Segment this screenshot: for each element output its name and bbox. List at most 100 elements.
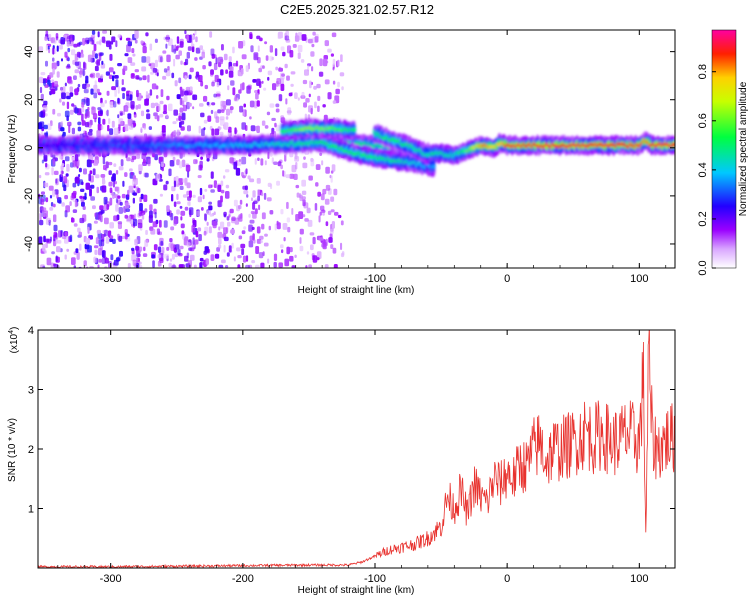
heatmap-cell [101, 258, 106, 264]
heatmap-cell [205, 258, 209, 265]
heatmap-cell [165, 34, 170, 42]
heatmap-cell [153, 198, 158, 204]
heatmap-cell [170, 226, 175, 231]
heatmap-cell [174, 201, 177, 208]
heatmap-cell [52, 267, 55, 268]
heatmap-cell [138, 77, 143, 81]
heatmap-cell [240, 83, 245, 91]
heatmap-cell [324, 264, 329, 268]
heatmap-cell [325, 221, 329, 227]
heatmap-cell [51, 251, 55, 255]
heatmap-cell [310, 157, 314, 162]
heatmap-cell [178, 161, 183, 169]
heatmap-cell [160, 161, 164, 168]
heatmap-cell [312, 255, 318, 263]
heatmap-cell [194, 239, 199, 245]
heatmap-cell [43, 124, 48, 130]
heatmap-cell [240, 243, 246, 249]
heatmap-cell [297, 44, 303, 53]
heatmap-cell [302, 214, 306, 218]
heatmap-cell [232, 87, 236, 96]
heatmap-cell [178, 50, 182, 56]
heatmap-cell [124, 172, 128, 177]
heatmap-cell [101, 36, 106, 43]
heatmap-cell [163, 184, 168, 191]
colorbar: 0.0 0.2 0.4 0.6 0.8 Normalized spectral ampl… [697, 29, 749, 276]
heatmap-cell [66, 163, 70, 172]
heatmap-cell [147, 74, 150, 83]
heatmap-cell [102, 118, 106, 125]
heatmap-cell [115, 198, 118, 204]
heatmap-cell [128, 185, 134, 193]
heatmap-cell [252, 190, 256, 198]
heatmap-cell [74, 61, 80, 66]
heatmap-cell [71, 127, 75, 135]
heatmap-cell [253, 100, 258, 109]
heatmap-cell [176, 118, 179, 122]
heatmap-cell [61, 163, 65, 167]
heatmap-cell [112, 192, 115, 199]
heatmap-cell [67, 47, 71, 53]
heatmap-cell [141, 66, 147, 72]
heatmap-cell [56, 45, 59, 52]
heatmap-cell [276, 180, 280, 186]
heatmap-cell [79, 179, 83, 185]
heatmap-cell [144, 267, 147, 268]
heatmap-cell [100, 215, 103, 223]
heatmap-cell [151, 254, 155, 259]
heatmap-cell [204, 246, 209, 253]
heatmap-cell [195, 36, 198, 43]
heatmap-cell [52, 47, 55, 55]
heatmap-cell [201, 51, 205, 59]
heatmap-cell [137, 222, 143, 229]
heatmap-cell [223, 245, 226, 253]
heatmap-cell [302, 162, 308, 169]
heatmap-cell [318, 237, 324, 241]
heatmap-cell [337, 81, 340, 88]
heatmap-cell [85, 182, 90, 190]
heatmap-cell [270, 183, 273, 190]
heatmap-cell [45, 60, 48, 67]
heatmap-cell [142, 42, 147, 47]
heatmap-cell [86, 266, 89, 268]
heatmap-cell [137, 253, 141, 258]
x-tick-label: 100 [630, 573, 648, 585]
heatmap-cell [199, 164, 203, 171]
heatmap-cell [183, 95, 188, 102]
heatmap-cell [311, 66, 314, 72]
heatmap-cell [168, 103, 173, 112]
heatmap-cell [212, 220, 217, 229]
heatmap-cell [62, 131, 66, 137]
heatmap-cell [104, 99, 107, 104]
heatmap-cell [133, 218, 138, 227]
heatmap-cell [64, 254, 67, 260]
heatmap-cell [41, 207, 47, 213]
heatmap-cell [213, 211, 216, 216]
heatmap-cell [321, 160, 324, 166]
heatmap-cell [340, 220, 344, 226]
heatmap-cell [181, 112, 186, 121]
heatmap-cell [224, 169, 230, 173]
heatmap-cell [44, 172, 50, 176]
heatmap-cell [93, 43, 97, 52]
heatmap-cell [241, 156, 247, 165]
heatmap-cell [161, 125, 166, 133]
heatmap-cell [156, 228, 160, 235]
colorbar-tick-label: 0.0 [697, 260, 709, 275]
heatmap-cell [80, 67, 83, 74]
heatmap-cell [81, 101, 85, 108]
heatmap-cell [207, 115, 212, 122]
heatmap-cell [132, 259, 137, 266]
heatmap-cell [130, 62, 136, 66]
heatmap-cell [144, 239, 149, 247]
heatmap-cell [77, 83, 81, 88]
heatmap-cell [225, 265, 229, 268]
heatmap-cell [284, 154, 287, 162]
heatmap-cell [60, 121, 64, 126]
heatmap-cell [340, 252, 345, 258]
heatmap-cell [217, 109, 222, 114]
heatmap-cell [87, 245, 92, 253]
heatmap-cell [203, 119, 208, 124]
heatmap-ridge-mark [431, 164, 436, 169]
heatmap-cell [98, 258, 102, 263]
